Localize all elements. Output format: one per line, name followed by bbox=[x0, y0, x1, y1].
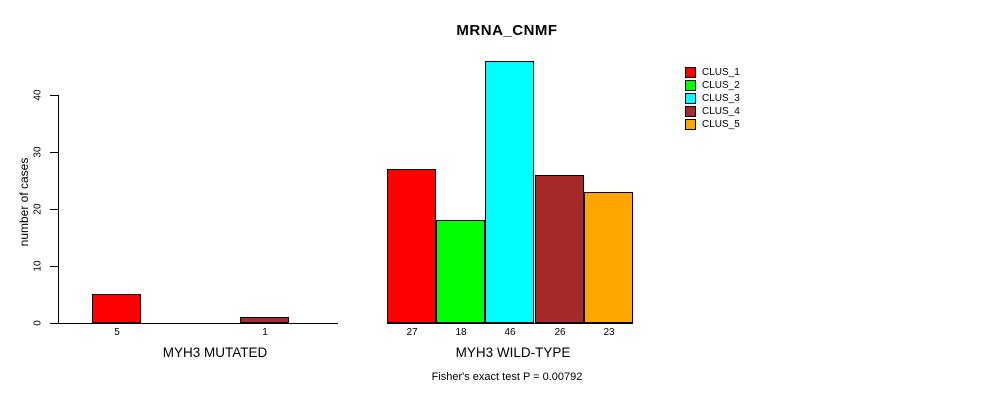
bar-value-label: 26 bbox=[554, 327, 566, 338]
bar-value-label: 23 bbox=[603, 327, 615, 338]
legend-swatch-clus_4 bbox=[685, 106, 696, 117]
bar-clus_1 bbox=[387, 169, 436, 323]
legend-label: CLUS_1 bbox=[702, 67, 740, 78]
bar-clus_4 bbox=[240, 317, 289, 323]
legend-label: CLUS_4 bbox=[702, 106, 740, 117]
bar-value-label: 46 bbox=[504, 327, 516, 338]
bar-clus_3 bbox=[485, 61, 534, 323]
y-tick bbox=[50, 95, 58, 96]
y-axis bbox=[58, 95, 59, 324]
bar-clus_1 bbox=[92, 294, 141, 323]
y-tick-label: 30 bbox=[32, 146, 44, 158]
legend-label: CLUS_2 bbox=[702, 80, 740, 91]
y-tick-label: 20 bbox=[32, 203, 44, 215]
y-tick-label: 10 bbox=[32, 260, 44, 272]
y-tick-label: 0 bbox=[32, 320, 44, 326]
legend-swatch-clus_3 bbox=[685, 93, 696, 104]
legend-swatch-clus_2 bbox=[685, 80, 696, 91]
bar-value-label: 1 bbox=[262, 327, 268, 338]
fisher-test-annotation: Fisher's exact test P = 0.00792 bbox=[431, 371, 583, 383]
y-tick-label: 40 bbox=[32, 89, 44, 101]
y-tick bbox=[50, 152, 58, 153]
bar-value-label: 5 bbox=[114, 327, 120, 338]
group-label: MYH3 WILD-TYPE bbox=[455, 345, 571, 360]
chart-title: MRNA_CNMF bbox=[456, 22, 558, 39]
bar-value-label: 27 bbox=[406, 327, 418, 338]
bar-value-label: 18 bbox=[455, 327, 467, 338]
legend-label: CLUS_3 bbox=[702, 93, 740, 104]
group-label: MYH3 MUTATED bbox=[162, 345, 268, 360]
y-tick bbox=[50, 266, 58, 267]
legend-swatch-clus_1 bbox=[685, 67, 696, 78]
y-tick bbox=[50, 209, 58, 210]
x-axis-segment bbox=[58, 323, 338, 324]
y-tick bbox=[50, 323, 58, 324]
legend-label: CLUS_5 bbox=[702, 119, 740, 130]
bar-clus_2 bbox=[436, 220, 485, 323]
legend: CLUS_1 CLUS_2 CLUS_3 CLUS_4 CLUS_5 bbox=[680, 60, 800, 140]
bar-clus_5 bbox=[584, 192, 633, 323]
bar-clus_4 bbox=[535, 175, 584, 323]
x-axis-segment bbox=[387, 323, 633, 324]
legend-swatch-clus_5 bbox=[685, 119, 696, 130]
